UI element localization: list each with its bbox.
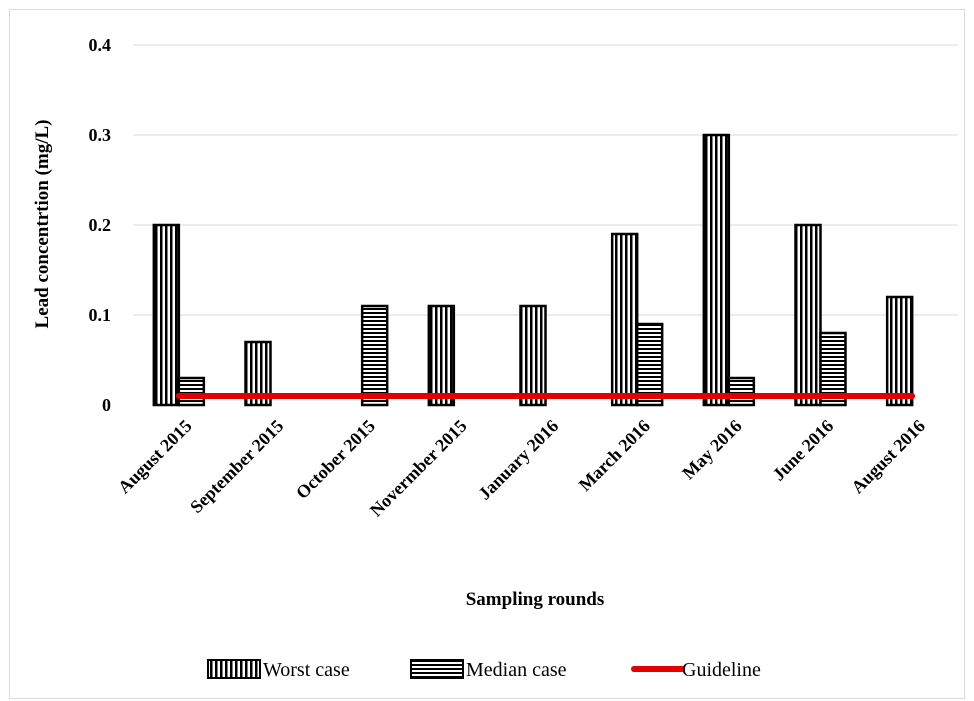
x-tick-label: Novermber 2015 — [366, 416, 471, 521]
legend-label-guideline: Guideline — [682, 659, 761, 681]
x-tick-label: October 2015 — [292, 416, 379, 503]
y-tick-label: 0.3 — [89, 125, 112, 145]
x-axis-title: Sampling rounds — [466, 589, 605, 610]
bar-median-case — [635, 322, 664, 407]
legend-item-median-case: Median case — [410, 659, 567, 681]
legend-label-worst-case: Worst case — [263, 659, 350, 681]
gridlines — [133, 44, 958, 316]
bar-worst-case — [152, 223, 181, 407]
bar-worst-case — [702, 133, 731, 407]
legend: Worst case Median case Guideline — [207, 659, 761, 681]
x-tick-label: January 2016 — [474, 416, 562, 504]
y-tick-label: 0.2 — [89, 215, 112, 235]
x-tick-label: September 2015 — [186, 416, 287, 517]
legend-swatch-worst-case — [207, 659, 261, 679]
legend-item-worst-case: Worst case — [207, 659, 350, 681]
bar-median-case — [360, 304, 389, 407]
y-axis-ticks: 0 0.1 0.2 0.3 0.4 — [89, 35, 112, 415]
x-tick-label: June 2016 — [768, 416, 837, 485]
y-tick-label: 0.1 — [89, 305, 112, 325]
bars — [152, 133, 914, 407]
y-tick-label: 0.4 — [89, 35, 112, 55]
legend-swatch-median-case — [410, 659, 464, 679]
bar-median-case — [727, 376, 756, 407]
legend-label-median-case: Median case — [466, 659, 567, 681]
x-tick-label: August 2016 — [847, 416, 929, 498]
y-axis-title: Lead concentrtion (mg/L) — [32, 120, 53, 329]
x-tick-label: August 2015 — [114, 416, 196, 498]
y-tick-label: 0 — [102, 395, 111, 415]
x-tick-label: March 2016 — [575, 416, 654, 495]
x-tick-label: May 2016 — [678, 416, 746, 484]
bar-worst-case — [427, 304, 456, 407]
bar-worst-case — [885, 295, 914, 407]
bar-worst-case — [519, 304, 547, 407]
bar-worst-case — [610, 232, 639, 407]
legend-item-guideline: Guideline — [631, 659, 761, 681]
bar-worst-case — [794, 223, 822, 407]
bar-median-case — [177, 376, 206, 407]
